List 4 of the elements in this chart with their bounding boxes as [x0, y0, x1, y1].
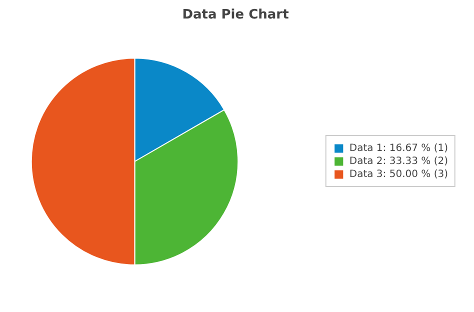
legend-label: Data 2: 33.33 % (2) — [349, 155, 448, 167]
chart-title: Data Pie Chart — [182, 8, 289, 22]
legend-label: Data 3: 50.00 % (3) — [349, 168, 448, 180]
legend-label: Data 1: 16.67 % (1) — [349, 142, 448, 154]
